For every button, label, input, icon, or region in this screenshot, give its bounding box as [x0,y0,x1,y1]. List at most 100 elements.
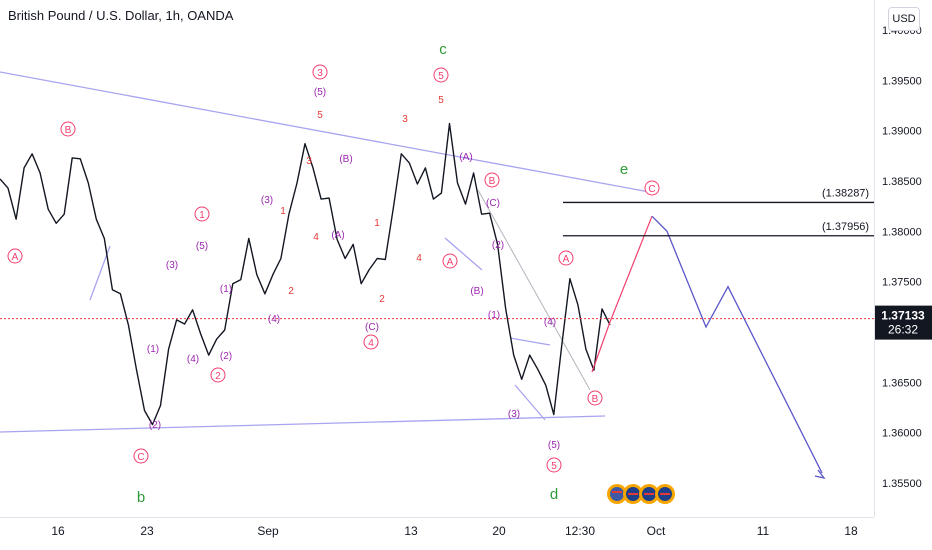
svg-text:1: 1 [199,210,205,221]
svg-text:A: A [12,252,19,263]
minute-label-2b: 2 [379,294,385,305]
minor-label-1c: (1) [488,310,500,321]
svg-text:A: A [447,257,454,268]
minute-label-5a: 5 [317,110,323,121]
time-axis-separator [0,517,874,518]
upper-trend-line [0,71,656,194]
economic-events-icons[interactable] [607,484,675,504]
wave-labels: b c d e A B C 1 2 3 4 5 A B 5 A B C (3) … [7,41,660,506]
circled-label-5: 5 [433,67,449,83]
svg-text:3: 3 [317,68,323,79]
time-tick-label: Oct [647,524,666,538]
channel-line-3 [509,337,551,346]
channel-line-2 [444,237,483,271]
price-tick-label: 1.36000 [882,428,922,440]
circled-label-B-1: B [60,121,76,137]
minor-label-Bc: (B) [470,286,483,297]
circled-label-C-1: C [133,448,149,464]
circled-label-B-2: B [484,172,500,188]
svg-text:B: B [592,394,599,405]
price-tick-label: 1.38500 [882,176,922,188]
projection-blue-path [651,215,823,474]
minor-label-4c: (4) [544,317,556,328]
minute-label-5b: 5 [438,95,444,106]
time-tick-label: 13 [404,524,418,538]
wave-label-c: c [439,41,447,58]
projection-arrowhead [814,469,826,480]
circled-label-4: 4 [363,334,379,350]
price-tick-label: 1.39000 [882,126,922,138]
time-axis: 16 23 Sep 13 20 12:30 Oct 11 18 [51,524,858,538]
wave-label-b: b [137,489,145,506]
minor-label-3a: (3) [166,260,178,271]
trend-lines [0,71,656,433]
svg-text:B: B [489,176,496,187]
circled-label-B-3: B [587,390,603,406]
circled-label-A-3: A [558,250,574,266]
minor-label-Ab: (A) [331,230,344,241]
price-tick-label: 1.35500 [882,478,922,490]
minute-label-1a: 1 [280,206,286,217]
circled-label-1: 1 [194,206,210,222]
svg-text:5: 5 [551,461,557,472]
minor-label-5b: (5) [314,87,326,98]
price-axis: 1.400001.395001.390001.385001.380001.375… [882,25,922,490]
minute-label-3a: 3 [306,156,312,167]
circled-label-A-2: A [442,253,458,269]
minor-label-3b: (3) [261,195,273,206]
minor-label-2c: (2) [492,240,504,251]
minor-label-Cb: (C) [365,322,379,333]
price-tick-label: 1.37500 [882,277,922,289]
svg-text:4: 4 [368,338,374,349]
channel-line-4 [514,384,546,421]
svg-text:2: 2 [215,371,221,382]
minute-label-2a: 2 [288,286,294,297]
channel-line-5 [477,189,591,391]
projection-red-path [591,215,653,373]
wave-label-e: e [620,161,628,178]
countdown-value: 26:32 [888,323,918,337]
level-label-38287: (1.38287) [822,187,869,199]
wave-label-d: d [550,486,558,503]
price-tick-label: 1.39500 [882,75,922,87]
minor-label-1b: (1) [220,284,232,295]
price-axis-separator [874,0,875,517]
current-price-value: 1.37133 [881,309,925,323]
minor-label-2b: (2) [220,351,232,362]
chart-title: British Pound / U.S. Dollar, 1h, OANDA [8,8,234,23]
price-tick-label: 1.36500 [882,377,922,389]
time-tick-label: 20 [492,524,506,538]
level-label-37956: (1.37956) [822,221,869,233]
time-tick-label: 23 [140,524,154,538]
lower-trend-line [0,415,606,433]
currency-button[interactable]: USD [888,7,920,31]
minor-label-Bb: (B) [339,154,352,165]
time-tick-label: 18 [844,524,858,538]
minor-label-5c: (5) [548,440,560,451]
minute-label-4a: 4 [313,232,319,243]
svg-text:5: 5 [438,71,444,82]
time-tick-label: 12:30 [565,524,595,538]
minute-label-1b: 1 [374,218,380,229]
minor-label-5a: (5) [196,241,208,252]
minor-label-2a: (2) [149,420,161,431]
time-tick-label: 11 [757,524,770,538]
minor-label-3c: (3) [508,409,520,420]
price-series-line [0,122,611,426]
minor-label-4a: (4) [187,354,199,365]
circled-label-A-1: A [7,248,23,264]
time-tick-label: Sep [257,524,279,538]
price-tick-label: 1.38000 [882,226,922,238]
minor-label-Cc: (C) [486,198,500,209]
circled-label-5-d: 5 [546,457,562,473]
minute-label-4b: 4 [416,253,422,264]
minor-label-4b: (4) [268,314,280,325]
minor-label-1a: (1) [147,344,159,355]
svg-text:C: C [648,184,655,195]
minute-label-3b: 3 [402,114,408,125]
svg-text:C: C [137,452,144,463]
circled-label-C-2: C [644,180,660,196]
circled-label-2: 2 [210,367,226,383]
